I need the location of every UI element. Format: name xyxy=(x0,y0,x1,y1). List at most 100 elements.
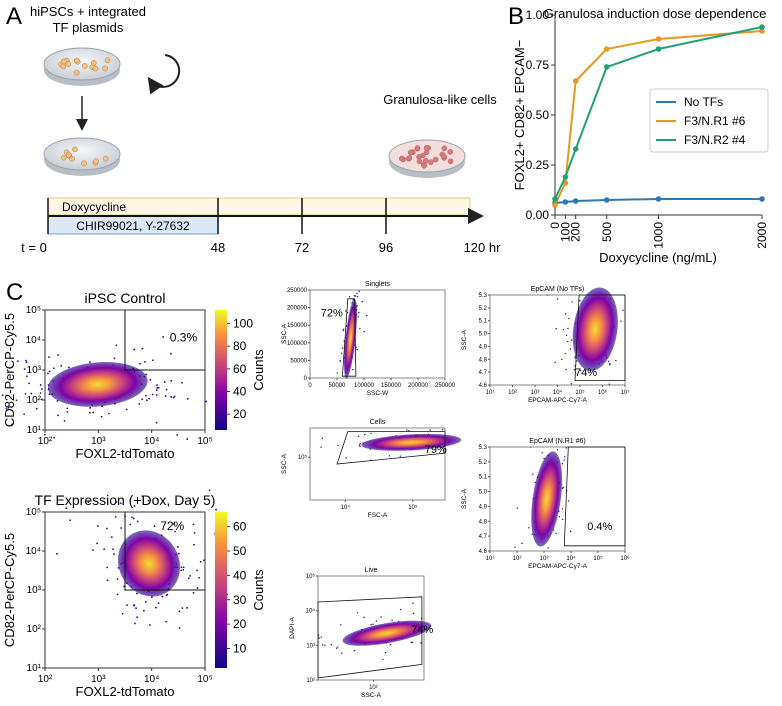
scatter-dot xyxy=(178,627,181,629)
scatter-dot xyxy=(41,388,43,390)
scatter-dot xyxy=(106,566,109,569)
scatter-dot xyxy=(569,348,572,350)
scatter-dot xyxy=(56,552,58,555)
scatter-dot xyxy=(172,396,175,399)
colorbar-label: Counts xyxy=(251,569,266,611)
scatter-dot xyxy=(172,523,175,525)
y-tick-label: 10⁴ xyxy=(26,335,41,346)
scatter-dot xyxy=(615,359,617,362)
density-blob xyxy=(344,298,357,379)
y-tick-label: 0.50 xyxy=(526,108,550,122)
scatter-dot xyxy=(561,358,563,361)
data-point xyxy=(655,196,662,202)
scatter-dot xyxy=(39,384,42,386)
scatter-dot xyxy=(1,394,4,396)
scatter-dot xyxy=(125,408,128,411)
scatter-dot xyxy=(192,523,195,526)
x-axis-label: EPCAM-APC-Cy7-A xyxy=(528,563,588,570)
x-tick-label: 10¹ xyxy=(486,390,495,396)
y-tick-label: 5.2 xyxy=(479,306,488,312)
scatter-dot xyxy=(11,423,13,426)
cell xyxy=(441,145,448,152)
scatter-dot xyxy=(145,399,148,402)
x-tick-label: 10⁴ xyxy=(553,389,563,396)
scatter-dot xyxy=(561,463,564,465)
plot-frame xyxy=(309,289,446,379)
y-tick-label: 4.8 xyxy=(479,519,488,525)
scatter-dot xyxy=(514,546,516,548)
scatter-dot xyxy=(556,298,559,300)
scatter-dot xyxy=(607,360,610,362)
scatter-dot xyxy=(116,578,119,580)
scatter-dot xyxy=(584,369,587,372)
scatter-dot xyxy=(541,452,543,454)
timepoint: 120 hr xyxy=(464,240,502,255)
scatter-dot xyxy=(161,595,164,598)
y-tick-label: 150000 xyxy=(287,323,308,329)
plot-title: EpCAM (N.R1 #6) xyxy=(529,438,585,445)
x-tick-label: 10³ xyxy=(91,436,106,447)
scatter-dot xyxy=(7,406,10,409)
scatter-dot xyxy=(571,301,573,303)
scatter-dot xyxy=(182,566,185,569)
x-tick-label: 10⁷ xyxy=(621,389,630,396)
x-tick-label: 10⁴ xyxy=(144,674,159,685)
cell xyxy=(102,155,109,162)
colorbar-tick-label: 40 xyxy=(233,385,247,399)
scatter-dot xyxy=(337,444,339,447)
y-tick-label: 5.2 xyxy=(479,460,488,466)
scatter-dot xyxy=(181,381,183,384)
x-tick-label: 500 xyxy=(600,222,614,242)
y-tick-label: 10³ xyxy=(27,365,42,376)
scatter-dot xyxy=(564,313,567,315)
scatter-dot xyxy=(47,372,49,375)
y-axis-label: DAPI-A xyxy=(289,617,296,639)
scatter-dot xyxy=(157,387,160,389)
scatter-dot xyxy=(120,527,123,529)
scatter-dot xyxy=(23,368,26,371)
scatter-dot xyxy=(92,411,95,414)
scatter-dot xyxy=(335,647,338,649)
scatter-dot xyxy=(412,612,415,615)
scatter-dot xyxy=(382,658,384,661)
x-axis-label: SSC-A xyxy=(361,692,382,699)
scatter-dot xyxy=(345,457,347,459)
cell xyxy=(69,155,75,162)
scatter-dot xyxy=(145,394,147,397)
x-tick-label: 100 xyxy=(558,222,572,242)
scatter-dot xyxy=(176,434,179,436)
y-tick-label: 4.6 xyxy=(479,383,488,389)
scatter-dot xyxy=(87,501,90,504)
scatter-dot xyxy=(56,400,59,402)
scatter-dot xyxy=(113,553,115,556)
scatter-dot xyxy=(411,641,414,644)
dish xyxy=(388,139,466,173)
scatter-dot xyxy=(574,357,576,359)
scatter-dot xyxy=(133,348,136,351)
scatter-dot xyxy=(579,300,581,302)
scatter-dot xyxy=(340,624,342,626)
colorbar-tick-label: 50 xyxy=(233,544,247,558)
colorbar-label: Counts xyxy=(251,349,266,391)
plot-title: Live xyxy=(365,567,378,574)
cell xyxy=(73,69,80,76)
cell xyxy=(440,153,447,160)
gate xyxy=(124,512,205,591)
scatter-dot xyxy=(123,585,125,588)
y-tick-label: 200000 xyxy=(287,306,308,312)
x-tick-label: 10⁶ xyxy=(598,389,608,396)
scatter-dot xyxy=(114,516,117,518)
scatter-dot xyxy=(129,523,132,526)
x-tick-label: 10³ xyxy=(531,390,540,396)
scatter-dot xyxy=(358,290,360,292)
treatment-label: Doxycycline xyxy=(62,200,126,214)
scatter-dot xyxy=(181,607,184,610)
scatter-dot xyxy=(105,527,108,530)
y-tick-label: 10² xyxy=(27,624,42,635)
scatter-dot xyxy=(399,455,401,457)
scatter-dot xyxy=(562,518,564,521)
x-tick-label: 10⁵ xyxy=(593,555,603,562)
scatter-dot xyxy=(165,388,168,391)
x-tick-label: 10² xyxy=(38,436,53,447)
